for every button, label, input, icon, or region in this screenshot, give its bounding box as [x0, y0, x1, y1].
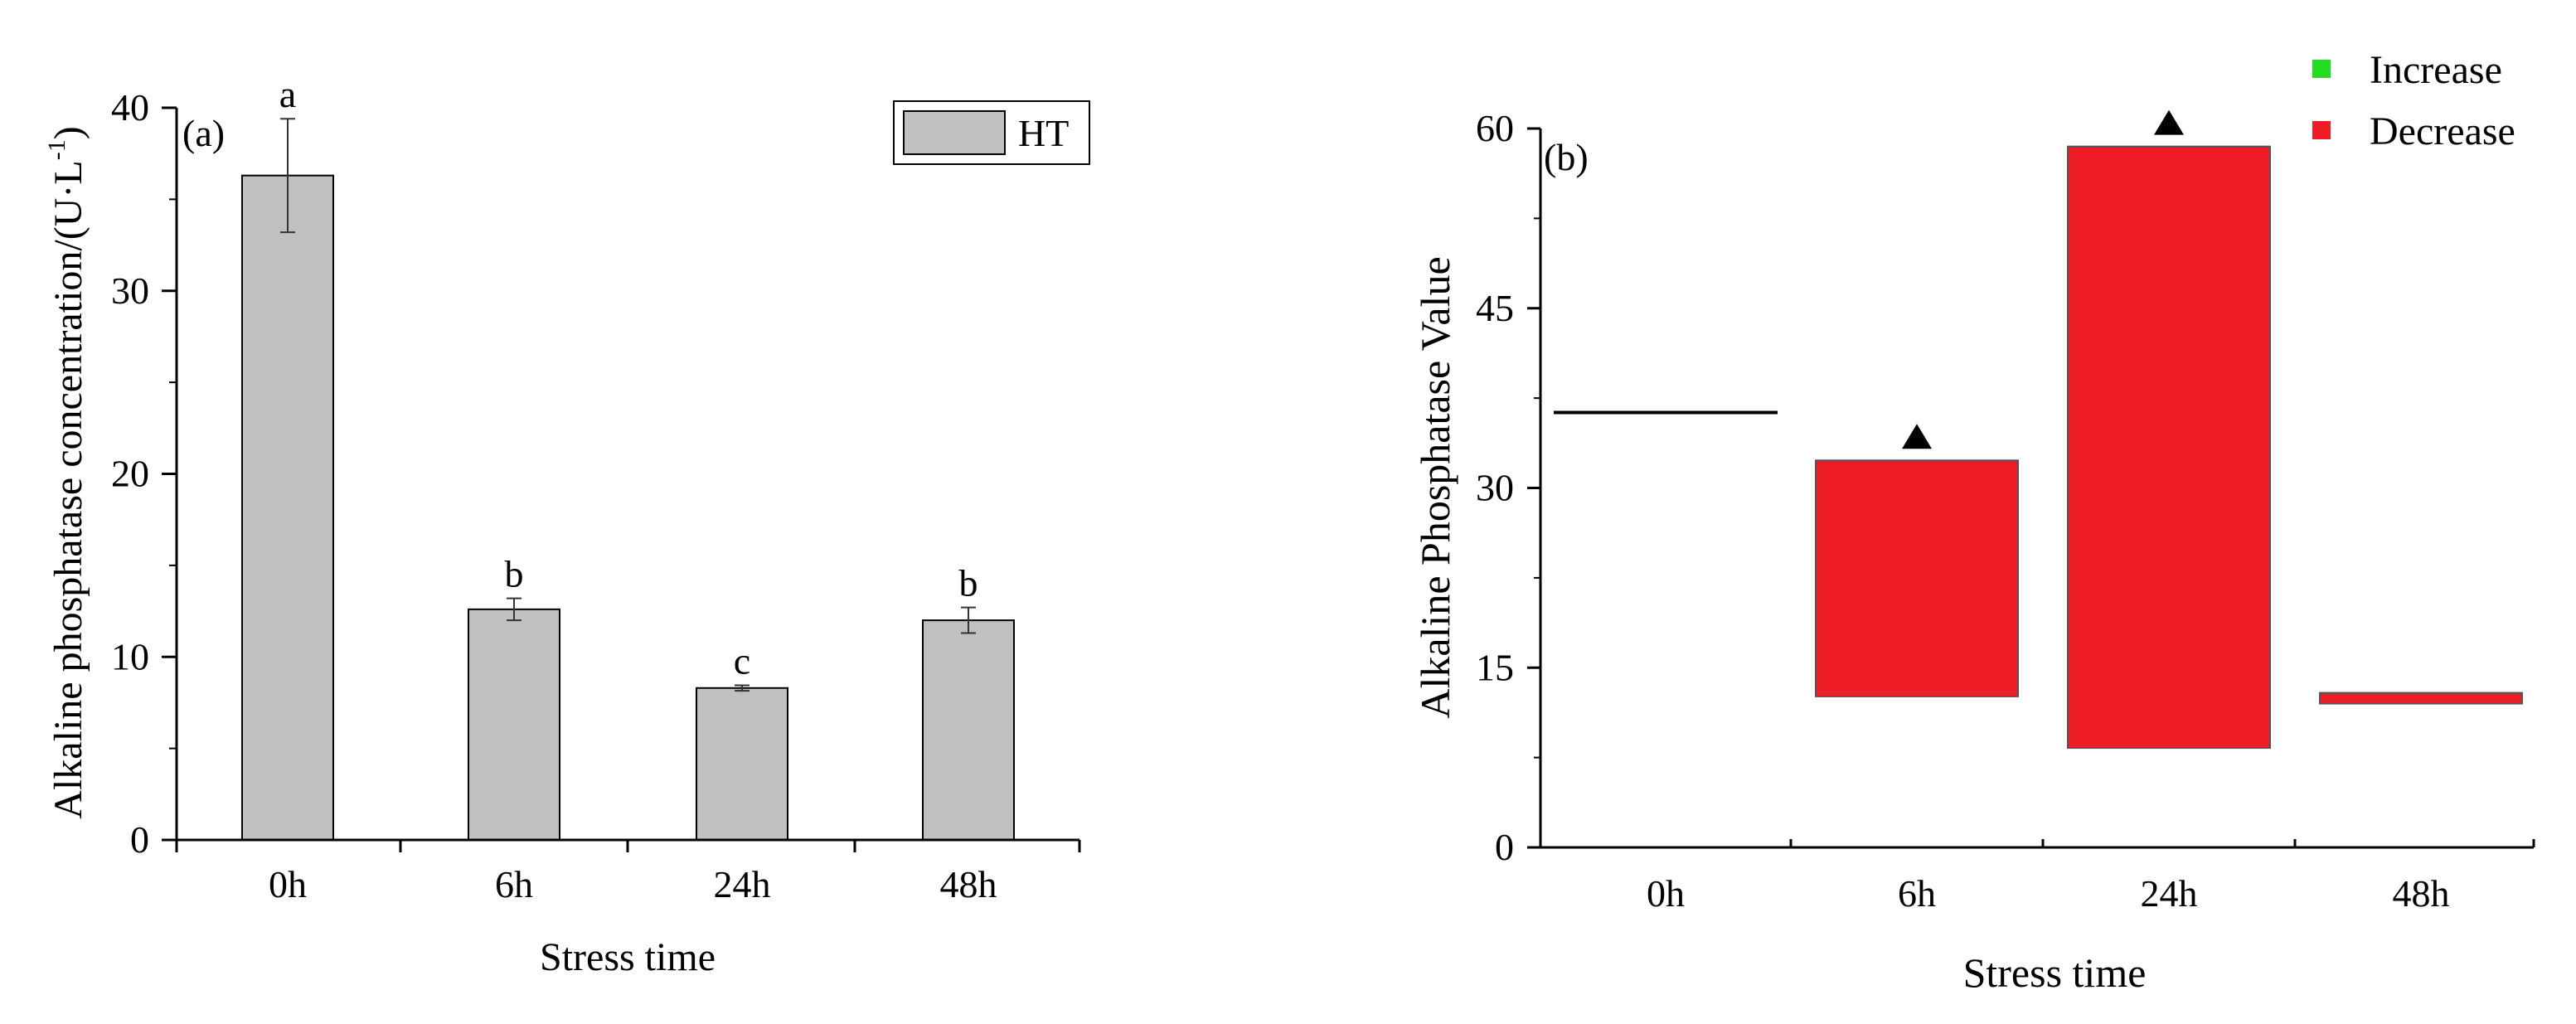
panel-a-legend-swatch-ht [903, 110, 1006, 155]
panel-b-label: (b) [1544, 136, 1589, 178]
panel-a-label: (a) [182, 112, 225, 154]
panel-a-x-tick-label-48h: 48h [940, 863, 997, 905]
panel-b-x-tick-label-48h: 48h [2393, 872, 2450, 915]
panel-a-bar-24h [696, 687, 788, 842]
panel-b-bar-6h [1815, 459, 2019, 697]
panel-b-legend: Increase Decrease [2312, 48, 2515, 153]
panel-a-legend: HT [893, 100, 1090, 165]
panel-a-x-tick-label-6h: 6h [495, 863, 533, 905]
panel-a-y-tick-label-10: 10 [111, 635, 149, 677]
panel-a-y-axis-title: Alkaline phosphatase concentration/(U·L-… [43, 126, 90, 818]
panel-a-significance-letter-6h: b [505, 553, 524, 595]
panel-b-triangle-marker-24h [2154, 109, 2184, 135]
panel-b-legend-swatch-increase [2312, 60, 2331, 78]
panel-b-x-axis-title: Stress time [1963, 949, 2147, 996]
panel-b-x-tick-label-0h: 0h [1647, 872, 1685, 915]
panel-b-bar-48h [2319, 692, 2523, 705]
panel-a-x-axis-title: Stress time [540, 935, 716, 979]
panel-a-y-axis-title-superscript: -1 [43, 139, 70, 160]
panel-b-x-tick-label-6h: 6h [1898, 872, 1936, 915]
panel-a-bar-chart: a b c b 0 10 20 30 40 0h 6h 24h 48h (a) Stress tim… [43, 73, 1090, 979]
panel-a-bar-48h [922, 619, 1015, 841]
panel-a-legend-label-ht: HT [1018, 112, 1069, 154]
panel-b-triangle-marker-6h [1902, 424, 1932, 449]
panel-a-x-tick-label-24h: 24h [714, 863, 771, 905]
panel-a-significance-letter-24h: c [734, 639, 750, 682]
panel-b-y-tick-label-45: 45 [1476, 287, 1514, 329]
panel-a-significance-letter-48h: b [959, 562, 978, 604]
panel-a-y-axis-title-end: ) [46, 126, 90, 139]
panel-b-bar-24h [2067, 145, 2271, 750]
panel-b-y-tick-label-30: 30 [1476, 467, 1514, 509]
panel-a-y-tick-label-0: 0 [130, 818, 149, 861]
panel-b-legend-label-increase: Increase [2370, 48, 2502, 92]
panel-a-y-tick-label-20: 20 [111, 453, 149, 495]
panel-b-legend-swatch-decrease [2312, 121, 2331, 139]
panel-b-y-tick-label-60: 60 [1476, 107, 1514, 149]
panel-a-y-tick-label-40: 40 [111, 86, 149, 129]
panel-b-y-axis-title: Alkaline Phosphatase Value [1412, 256, 1458, 718]
panel-b-waterfall-chart: 0 15 30 45 60 0h 6h 24h 48h (b) Stress time Alk… [1412, 48, 2535, 996]
panel-a-y-tick-label-30: 30 [111, 269, 149, 312]
panel-b-y-tick-label-15: 15 [1476, 646, 1514, 688]
panel-b-y-tick-label-0: 0 [1495, 826, 1514, 868]
panel-a-bar-0h [241, 174, 334, 842]
panel-a-y-axis-title-main: Alkaline phosphatase concentration/(U·L [46, 160, 90, 818]
panel-b-x-tick-label-24h: 24h [2141, 872, 2198, 915]
panel-a-significance-letter-0h: a [279, 73, 296, 115]
panel-a-x-tick-label-0h: 0h [269, 863, 307, 905]
panel-b-legend-label-decrease: Decrease [2370, 109, 2515, 153]
panel-a-bar-6h [468, 608, 560, 841]
